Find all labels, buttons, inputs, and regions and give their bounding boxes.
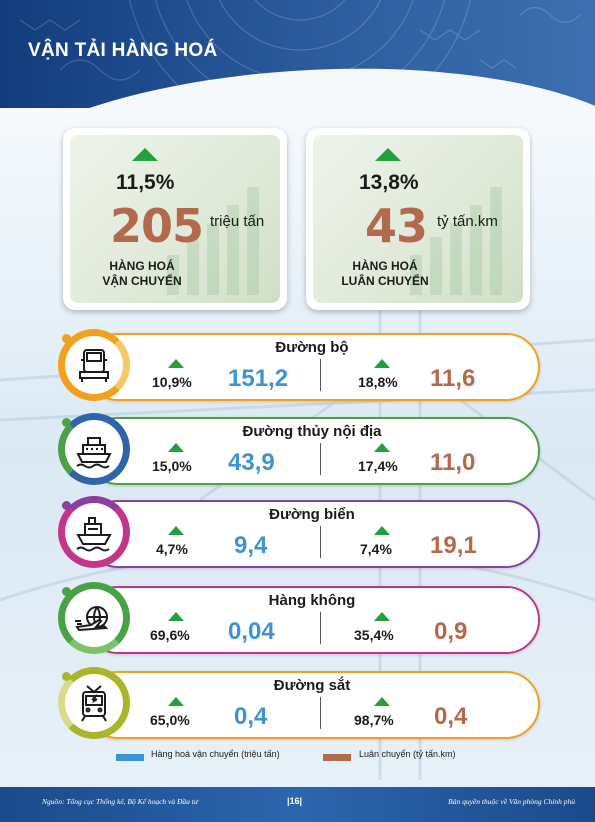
train-icon [81,685,107,722]
transported-value: 0,4 [234,703,268,730]
mode-row-inland-waterway: Đường thủy nội địa 15,0% 43,9 17,4% 11,0 [58,413,540,488]
transported-value: 9,4 [234,532,268,559]
transported-value: 43,9 [228,449,275,476]
row-pill [84,333,540,401]
mode-name: Đường bộ [275,339,349,356]
footer-copyright: Bản quyền thuộc về Văn phòng Chính phủ [448,797,575,806]
page-title: VẬN TẢI HÀNG HOÁ [28,40,218,61]
icon-ring [58,582,130,654]
increase-arrow-icon [374,612,390,621]
card-unit: triệu tấn [210,213,265,230]
card-unit: tỷ tấn.km [437,213,498,230]
increase-arrow-icon [168,443,184,452]
increase-arrow-icon [374,359,390,368]
increase-arrow-icon [374,443,390,452]
card-label: HÀNG HOÁ LUÂN CHUYỂN [313,259,460,289]
footer-bar [0,787,595,822]
card-label-line1: HÀNG HOÁ [109,259,175,273]
mode-name: Đường biển [269,506,355,523]
increase-arrow-icon [132,148,158,161]
mode-row-sea: Đường biển 4,7% 9,4 7,4% 19,1 [58,496,540,571]
card-label-line2: VẬN CHUYỂN [102,274,182,288]
increase-arrow-icon [374,526,390,535]
circulated-change: 98,7% [354,712,394,728]
transported-change: 65,0% [150,712,190,728]
transported-change: 15,0% [152,458,192,474]
increase-arrow-icon [168,697,184,706]
increase-arrow-icon [168,526,184,535]
transported-value: 0,04 [228,618,275,645]
circulated-change: 35,4% [354,627,394,643]
mode-row-road: Đường bộ 10,9% 151,2 18,8% 11,6 [58,329,540,404]
cargo-ship-icon [76,517,112,552]
circulated-value: 11,6 [430,365,476,392]
header-banner: VẬN TẢI HÀNG HOÁ [0,0,595,108]
row-pill [84,500,540,568]
ring-dot [62,672,71,681]
legend-swatch-circulated [323,754,351,761]
increase-arrow-icon [168,359,184,368]
card-label-line1: HÀNG HOÁ [352,259,418,273]
card-value: 43 [365,199,428,253]
ring-dot [62,587,71,596]
card-value: 205 [110,199,204,253]
transported-value: 151,2 [228,365,289,392]
card-label: HÀNG HOÁ VẬN CHUYỂN [70,259,217,289]
mode-name: Đường thủy nội địa [242,423,382,440]
growth-bars-decoration [167,187,259,295]
divider [320,612,321,644]
mode-row-rail: Đường sắt 65,0% 0,4 98,7% 0,4 [58,667,540,742]
ring-dot [62,334,71,343]
card-change: 13,8% [359,171,419,194]
legend-swatch-transported [116,754,144,761]
icon-ring [58,496,130,568]
ship-icon [76,437,112,469]
legend-label-circulated: Luân chuyển (tỷ tấn.km) [359,749,456,759]
circulated-change: 17,4% [358,458,398,474]
increase-arrow-icon [374,697,390,706]
row-pill [84,671,540,739]
growth-bars-decoration [410,187,502,295]
card-background: 11,5% 205 triệu tấn HÀNG HOÁ VẬN CHUYỂN [70,135,280,303]
circulated-value: 11,0 [430,449,476,476]
increase-arrow-icon [375,148,401,161]
legend-label-transported: Hàng hoá vận chuyển (triệu tấn) [151,749,280,759]
truck-icon [79,349,109,382]
mode-name: Đường sắt [273,677,351,694]
circulated-value: 19,1 [430,532,477,559]
airplane-globe-icon [75,606,109,632]
icon-ring [58,329,130,401]
transported-change: 69,6% [150,627,190,643]
circulated-change: 7,4% [360,541,392,557]
card-label-line2: LUÂN CHUYỂN [341,274,429,288]
mode-row-air: Hàng không 69,6% 0,04 35,4% 0,9 [58,582,540,657]
transported-change: 10,9% [152,374,192,390]
circulated-change: 18,8% [358,374,398,390]
divider [320,697,321,729]
circulated-value: 0,9 [434,618,468,645]
divider [320,443,321,475]
footer-source: Nguồn: Tổng cục Thống kê, Bộ Kế hoạch và… [42,797,198,806]
divider [320,359,321,391]
circulated-value: 0,4 [434,703,468,730]
row-pill [84,586,540,654]
transported-change: 4,7% [156,541,188,557]
divider [320,526,321,558]
increase-arrow-icon [168,612,184,621]
ring-dot [62,418,71,427]
ring-dot [62,501,71,510]
row-pill [84,417,540,485]
summary-card-transported: 11,5% 205 triệu tấn HÀNG HOÁ VẬN CHUYỂN [63,128,287,310]
mode-name: Hàng không [268,592,356,609]
card-background: 13,8% 43 tỷ tấn.km HÀNG HOÁ LUÂN CHUYỂN [313,135,523,303]
summary-card-circulated: 13,8% 43 tỷ tấn.km HÀNG HOÁ LUÂN CHUYỂN [306,128,530,310]
page-number: |16| [287,796,303,806]
card-change: 11,5% [116,171,175,194]
